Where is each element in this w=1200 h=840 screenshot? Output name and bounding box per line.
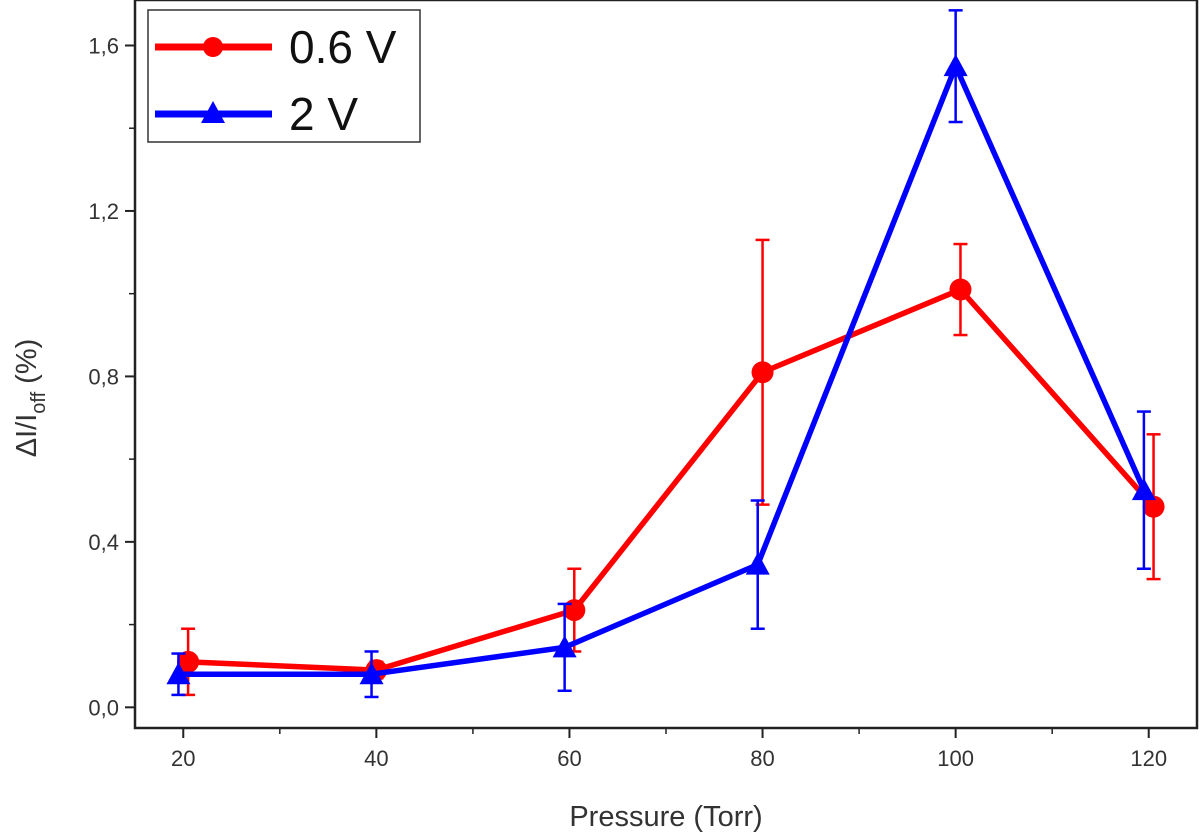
y-axis-title-suffix: (%): [11, 339, 43, 392]
legend-label-series-1: 0.6 V: [289, 21, 397, 73]
plot-frame: [133, 0, 1199, 730]
y-tick-label-3: 1,2: [88, 199, 119, 224]
y-tick-label-1: 0,4: [88, 530, 119, 555]
x-tick-label-1: 40: [364, 746, 388, 771]
series-2: [166, 9, 1156, 699]
y-axis-title-main: ΔI/I: [11, 414, 43, 458]
x-tick-label-0: 20: [171, 746, 195, 771]
y-tick-label-2: 0,8: [88, 364, 119, 389]
data-point-s2-0: [166, 662, 191, 685]
y-tick-label-4: 1,6: [88, 34, 119, 59]
axis-ticks: 20 40 60 80 100 120 0,0 0,4 0,8 1,2 1,6: [88, 34, 1167, 772]
x-tick-label-4: 100: [937, 746, 974, 771]
data-point-s1-3: [751, 361, 774, 384]
data-point-s1-5: [1142, 495, 1165, 518]
x-tick-label-5: 120: [1130, 746, 1167, 771]
y-axis-title-subscript: off: [28, 391, 50, 413]
series-1: [177, 238, 1165, 697]
legend-label-series-2: 2 V: [289, 88, 358, 140]
legend: 0.6 V 2 V: [147, 9, 421, 143]
series-line-1: [187, 286, 1156, 673]
legend-box: [147, 9, 421, 143]
data-point-s1-0: [177, 650, 200, 673]
data-point-s2-4: [943, 54, 968, 77]
data-series: [166, 9, 1165, 699]
data-point-s1-2: [563, 599, 586, 622]
data-point-s2-3: [745, 552, 770, 575]
data-point-s2-2: [552, 635, 577, 658]
data-point-s1-4: [949, 278, 972, 301]
data-point-s2-1: [359, 662, 384, 685]
y-axis-title: ΔI/Ioff (%): [11, 339, 50, 458]
legend-marker-triangle: [201, 101, 225, 123]
x-tick-label-2: 60: [557, 746, 581, 771]
minor-ticks: [129, 127, 1053, 734]
x-tick-label-3: 80: [750, 746, 774, 771]
legend-marker-circle: [203, 37, 223, 57]
series-line-2: [178, 63, 1147, 677]
y-tick-label-0: 0,0: [88, 695, 119, 720]
x-axis-title: Pressure (Torr): [569, 801, 762, 833]
data-point-s2-5: [1131, 478, 1156, 501]
